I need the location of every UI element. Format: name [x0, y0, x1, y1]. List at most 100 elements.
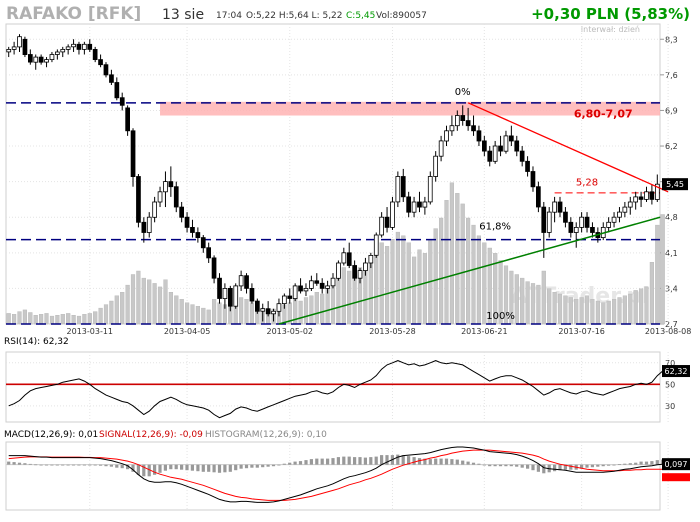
candle-body	[303, 287, 309, 292]
candle	[352, 260, 358, 281]
volume-bar	[11, 314, 17, 325]
volume-bar	[595, 300, 600, 325]
candle-body	[222, 287, 228, 299]
histogram-bar	[504, 464, 508, 467]
histogram-bar	[590, 464, 594, 468]
macd-panel: 0,097	[5, 441, 690, 511]
histogram-bar	[207, 464, 211, 472]
volume-bar	[660, 214, 665, 325]
candle	[173, 181, 179, 213]
candle	[109, 69, 114, 86]
xtick-label: 2013-03-11	[67, 327, 114, 336]
candle	[71, 39, 76, 52]
candle	[33, 54, 39, 70]
candle-body	[65, 46, 71, 50]
volume-bar	[406, 242, 411, 325]
candle-body	[346, 252, 352, 266]
price-annotation: 5,28	[576, 178, 598, 189]
macd-line	[8, 446, 663, 503]
header-volume: Vol:890057	[376, 11, 427, 21]
candle	[244, 273, 249, 294]
candle-body	[60, 49, 66, 53]
volume-bar	[622, 295, 627, 325]
candle	[611, 212, 617, 228]
histogram-bar	[553, 464, 557, 472]
rsi-last-box	[662, 365, 690, 378]
histogram-bar	[255, 464, 259, 468]
histogram-bar	[163, 464, 167, 471]
candle-body	[287, 295, 293, 299]
volume-bar	[552, 292, 557, 325]
candle-body	[368, 254, 374, 264]
histogram-bar	[466, 461, 470, 465]
candle	[6, 46, 12, 58]
histogram-bar	[353, 457, 357, 465]
volume-bar	[103, 304, 109, 325]
candle	[622, 201, 628, 218]
candle	[249, 283, 255, 304]
histogram-bar	[61, 464, 65, 466]
histogram-bar	[228, 464, 232, 472]
candle	[276, 298, 282, 317]
volume-bar	[633, 290, 638, 325]
volume-bar	[352, 274, 357, 325]
candle-body	[481, 140, 487, 152]
histogram-bar	[196, 464, 200, 472]
candle-body	[541, 206, 547, 233]
volume-bar	[141, 277, 146, 325]
candle	[254, 298, 260, 314]
histogram-bar	[212, 464, 216, 473]
histogram-bar	[293, 461, 297, 465]
histogram-bar	[288, 462, 292, 465]
candle	[557, 196, 563, 218]
candle-body	[184, 216, 190, 228]
candle	[281, 293, 287, 309]
volume-bar	[444, 200, 449, 325]
histogram-bar	[542, 464, 546, 474]
candle	[152, 196, 157, 223]
candle	[552, 196, 558, 223]
histogram-bar	[17, 462, 22, 465]
header-change: +0,30 PLN (5,83%)	[531, 5, 690, 23]
candle	[260, 303, 266, 322]
histogram-bar	[596, 464, 600, 467]
candle-body	[411, 201, 417, 213]
histogram-bar	[304, 460, 308, 465]
histogram-bar	[482, 464, 486, 466]
histogram-bar	[66, 464, 70, 466]
volume-bar	[49, 315, 55, 325]
candle-body	[444, 130, 449, 142]
candle	[114, 77, 120, 101]
histogram-bar	[50, 464, 54, 466]
histogram-bar	[396, 454, 400, 465]
histogram-bar	[423, 458, 427, 465]
rsi-ytick-label: 50	[665, 380, 675, 389]
candle-body	[173, 186, 179, 208]
candle	[406, 191, 412, 218]
volume-bar	[563, 295, 568, 325]
candle-body	[27, 54, 33, 63]
candle-body	[519, 150, 525, 162]
signal-line	[8, 449, 663, 501]
histogram-bar	[28, 463, 32, 465]
candle	[336, 260, 341, 281]
candle-body	[330, 277, 336, 287]
histogram-bar	[650, 461, 654, 465]
candle-body	[406, 196, 412, 213]
candle-body	[92, 49, 98, 61]
candle-body	[525, 160, 530, 172]
candle	[179, 201, 184, 223]
volume-bar	[574, 299, 579, 325]
volume-bar	[639, 288, 644, 325]
candle-body	[157, 191, 163, 203]
volume-bar	[174, 295, 179, 325]
candle-body	[38, 56, 44, 63]
volume-bar	[476, 235, 481, 325]
candle	[17, 34, 22, 52]
candle-body	[384, 216, 390, 228]
candle-body	[168, 181, 174, 188]
candle	[341, 247, 347, 266]
candle-body	[433, 155, 439, 177]
xtick-label: 2013-05-02	[267, 327, 314, 336]
candle	[606, 217, 612, 233]
